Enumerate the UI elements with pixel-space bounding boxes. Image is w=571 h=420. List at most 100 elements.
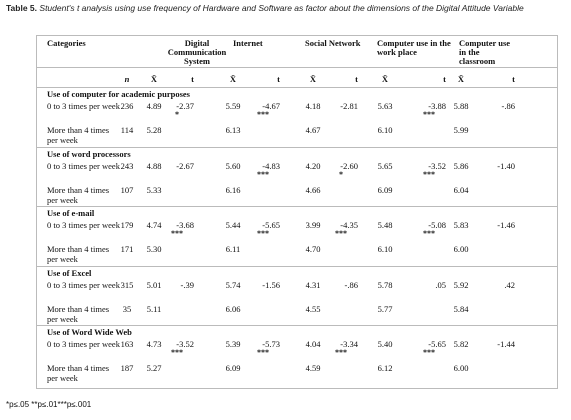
caption: Table 5. Student's t analysis using use … [6, 3, 561, 14]
subheader-mean: X̄ [229, 74, 237, 84]
cell-mean: 4.66 [305, 184, 321, 195]
cell-mean: 5.82 [453, 339, 469, 349]
cell-mean: 5.11 [146, 303, 162, 314]
row-label: More than 4 times per week [47, 184, 110, 205]
cell-n: 179 [120, 220, 134, 230]
cell-sig: *** [423, 169, 435, 179]
cell-n: 315 [120, 279, 134, 290]
cell-t: -1.46 [497, 220, 515, 230]
cell-mean: 4.70 [305, 244, 321, 254]
cell-mean: 6.04 [453, 184, 469, 195]
cell-mean: 6.00 [453, 363, 469, 373]
cell-t: -1.56 [262, 279, 280, 290]
divider [37, 325, 557, 326]
cell-mean: 6.16 [225, 184, 241, 195]
cell-mean: 5.88 [453, 101, 469, 111]
divider [37, 265, 557, 267]
caption-text: Student's t analysis using use frequency… [39, 3, 524, 13]
cell-n: 35 [122, 303, 132, 314]
cell-t: -1.40 [497, 160, 515, 171]
cell-mean: 5.59 [225, 101, 241, 111]
cell-t: -.86 [501, 101, 515, 111]
row-label: More than 4 times per week [47, 303, 110, 324]
cell-n: 236 [120, 101, 134, 111]
cell-sig: * [175, 110, 179, 119]
cell-mean: 6.09 [225, 363, 241, 373]
caption-label: Table 5. [6, 3, 38, 13]
cell-sig: *** [423, 229, 435, 238]
cell-mean: 5.30 [146, 244, 162, 254]
row-label: More than 4 times per week [47, 363, 110, 383]
cell-mean: 5.99 [453, 125, 469, 135]
group-title: Use of e-mail [47, 208, 95, 218]
cell-t: -1.44 [497, 339, 515, 349]
cell-mean: 5.60 [225, 160, 241, 171]
cell-n: 187 [120, 363, 134, 373]
cell-mean: 5.48 [377, 220, 393, 230]
cell-sig: *** [335, 229, 347, 238]
cell-sig: *** [257, 169, 269, 179]
cell-mean: 5.86 [453, 160, 469, 171]
cell-mean: 5.65 [377, 160, 393, 171]
cell-mean: 4.59 [305, 363, 321, 373]
cell-mean: 6.13 [225, 125, 241, 135]
cell-mean: 4.89 [146, 101, 162, 111]
cell-t: -4.35 [340, 220, 358, 230]
subheader-t: t [443, 74, 446, 84]
cell-mean: 6.06 [225, 303, 241, 314]
subheader-n: n [124, 74, 130, 84]
cell-mean: 5.27 [146, 363, 162, 373]
subheader-t: t [512, 74, 515, 84]
cell-t: -4.83 [262, 160, 280, 171]
group-title: Use of Word Wide Web [47, 327, 132, 337]
cell-mean: 6.11 [225, 244, 241, 254]
cell-mean: 4.73 [146, 339, 162, 349]
cell-mean: 4.20 [305, 160, 321, 171]
subheader-t: t [191, 74, 194, 84]
cell-t: -3.34 [340, 339, 358, 349]
cell-mean: 4.04 [305, 339, 321, 349]
cell-t: -2.37 [176, 101, 194, 111]
cell-mean: 4.88 [146, 160, 162, 171]
cell-mean: 5.33 [146, 184, 162, 195]
cell-mean: 6.10 [377, 125, 393, 135]
subheader-mean: X̄ [457, 74, 465, 84]
column-header: Digital Communication System [167, 38, 227, 66]
cell-sig: *** [171, 348, 183, 357]
cell-sig: *** [335, 348, 347, 357]
cell-t: -5.65 [428, 339, 446, 349]
cell-t: -2.60 [340, 160, 358, 171]
row-label: More than 4 times per week [47, 244, 110, 264]
cell-mean: 5.28 [146, 125, 162, 135]
cell-mean: 4.67 [305, 125, 321, 135]
column-header: Internet [233, 38, 263, 48]
cell-t: -3.68 [176, 220, 194, 230]
column-header: Computer use in the classroom [459, 38, 511, 66]
group-title: Use of computer for academic purposes [47, 89, 190, 99]
cell-t: -.86 [344, 279, 358, 290]
divider [37, 67, 557, 68]
column-header: Social Network [305, 38, 361, 48]
divider [37, 206, 557, 207]
group-title: Use of word processors [47, 148, 131, 159]
cell-mean: 5.40 [377, 339, 393, 349]
cell-mean: 5.63 [377, 101, 393, 111]
cell-t: -4.67 [262, 101, 280, 111]
cell-n: 171 [120, 244, 134, 254]
cell-t: -3.52 [176, 339, 194, 349]
group-title: Use of Excel [47, 267, 92, 278]
cell-mean: 5.92 [453, 279, 469, 290]
cell-mean: 5.84 [453, 303, 469, 314]
row-label: 0 to 3 times per week [47, 279, 120, 290]
cell-t: -.39 [180, 279, 194, 290]
subheader-mean: X̄ [150, 74, 158, 84]
cell-t: -3.52 [428, 160, 446, 171]
cell-t: -5.65 [262, 220, 280, 230]
cell-mean: 6.00 [453, 244, 469, 254]
row-label: 0 to 3 times per week [47, 220, 120, 230]
cell-t: .42 [504, 279, 515, 290]
cell-sig: * [339, 169, 343, 179]
column-header: Computer use in the work place [377, 38, 451, 57]
divider [37, 146, 557, 148]
